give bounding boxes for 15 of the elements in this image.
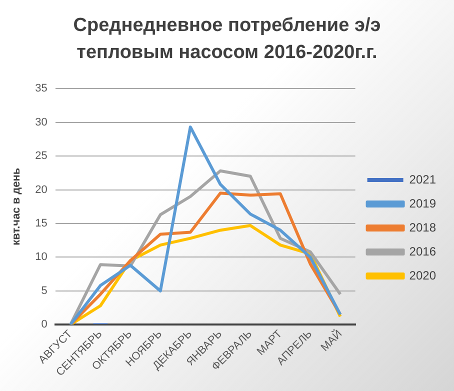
y-tick-label: 10 (35, 251, 48, 264)
y-tick-label: 20 (35, 184, 48, 196)
legend-label: 2021 (409, 172, 436, 186)
y-tick-label: 30 (35, 116, 48, 128)
legend-label: 2020 (409, 268, 436, 282)
y-tick-label: 0 (41, 318, 48, 331)
y-tick-label: 35 (35, 82, 48, 95)
legend-label: 2018 (409, 220, 436, 234)
y-tick-label: 25 (35, 150, 48, 162)
y-tick-label: 15 (35, 218, 48, 230)
chart-title: Среднедневное потребление э/э тепловым насосом 2016-2020г.г. (72, 14, 382, 65)
legend-label: 2016 (409, 244, 436, 258)
y-tick-label: 5 (41, 284, 48, 297)
legend-label: 2019 (409, 196, 436, 210)
y-axis-title: квт.час в день (10, 168, 23, 246)
